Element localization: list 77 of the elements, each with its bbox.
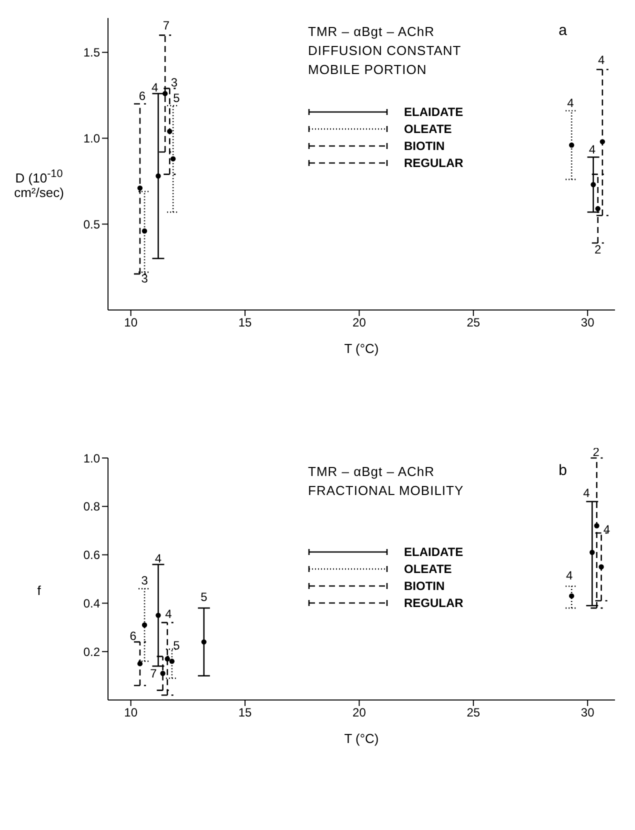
text: TMR – αBgt – AChR xyxy=(308,463,436,481)
point xyxy=(142,622,148,628)
annotation: a xyxy=(558,22,567,39)
point xyxy=(170,156,176,162)
point xyxy=(595,206,600,212)
point xyxy=(137,185,143,191)
legend-label: OLEATE xyxy=(404,562,452,576)
point xyxy=(156,612,161,618)
y-tick-label: 0.8 xyxy=(83,500,100,514)
annotation: 3 xyxy=(170,75,178,90)
x-tick-label: 20 xyxy=(352,316,366,330)
point xyxy=(137,661,143,666)
x-tick-label: 25 xyxy=(466,706,480,720)
legend-label: REGULAR xyxy=(404,156,464,170)
legend-label: REGULAR xyxy=(404,596,464,610)
text: FRACTIONAL MOBILITY xyxy=(308,482,465,500)
point xyxy=(160,670,166,676)
annotation: 4 xyxy=(165,607,172,622)
y-tick-label: 0.5 xyxy=(83,217,100,232)
y-tick-label: 1.0 xyxy=(83,131,100,146)
annotation: 5 xyxy=(173,90,180,105)
y-tick-label: 0.6 xyxy=(83,548,100,562)
point xyxy=(590,550,595,555)
annotation: 4 xyxy=(598,53,605,68)
point xyxy=(164,656,170,662)
legend-label: ELAIDATE xyxy=(404,104,464,118)
y-axis-title: D (10$^{-10}$ cm²/sec) xyxy=(13,168,65,200)
annotation: 4 xyxy=(603,522,610,536)
y-axis-title: f xyxy=(36,583,42,598)
annotation: 4 xyxy=(567,96,574,110)
annotation: 4 xyxy=(588,142,596,156)
x-tick-label: 10 xyxy=(124,316,138,330)
point xyxy=(142,228,148,234)
annotation: 6 xyxy=(138,89,146,104)
legend-label: BIOTIN xyxy=(404,578,445,592)
legend-label: OLEATE xyxy=(404,122,452,136)
annotation: 6 xyxy=(130,628,137,643)
annotation: b xyxy=(558,462,567,479)
y-tick-label: 1.5 xyxy=(83,46,100,60)
x-tick-label: 15 xyxy=(238,706,252,720)
point xyxy=(169,658,175,664)
point xyxy=(598,564,604,570)
annotation: 5 xyxy=(200,590,208,604)
text: DIFFUSION CONSTANT MOBILE PORTION xyxy=(308,42,462,79)
x-tick-label: 10 xyxy=(124,706,138,720)
annotation: 7 xyxy=(162,18,170,33)
x-tick-label: 20 xyxy=(352,706,366,720)
legend-label: ELAIDATE xyxy=(404,544,464,558)
annotation: 3 xyxy=(141,272,148,286)
point xyxy=(162,90,168,96)
point xyxy=(156,173,161,179)
point xyxy=(167,128,172,134)
point xyxy=(569,142,574,148)
annotation: 4 xyxy=(566,568,573,582)
annotation: 4 xyxy=(583,486,590,500)
x-axis-title: T (°C) xyxy=(344,341,379,356)
point xyxy=(594,523,600,528)
point xyxy=(569,593,574,599)
point xyxy=(201,639,207,645)
x-tick-label: 30 xyxy=(580,706,595,720)
annotation: 4 xyxy=(154,551,162,566)
x-tick-label: 15 xyxy=(238,316,252,330)
point xyxy=(600,139,606,144)
text: TMR – αBgt – AChR xyxy=(308,23,436,41)
annotation: 7 xyxy=(150,666,158,681)
annotation: 4 xyxy=(151,80,158,95)
y-tick-label: 0.4 xyxy=(83,596,100,610)
point xyxy=(590,182,596,188)
annotation: 5 xyxy=(173,638,180,653)
x-axis-title: T (°C) xyxy=(344,731,379,746)
annotation: 3 xyxy=(141,573,148,588)
x-tick-label: 25 xyxy=(466,316,480,330)
y-tick-label: 1.0 xyxy=(83,451,100,466)
legend-label: BIOTIN xyxy=(404,138,445,152)
annotation: 2 xyxy=(594,242,602,257)
x-tick-label: 30 xyxy=(580,316,595,330)
y-tick-label: 0.2 xyxy=(83,644,100,659)
